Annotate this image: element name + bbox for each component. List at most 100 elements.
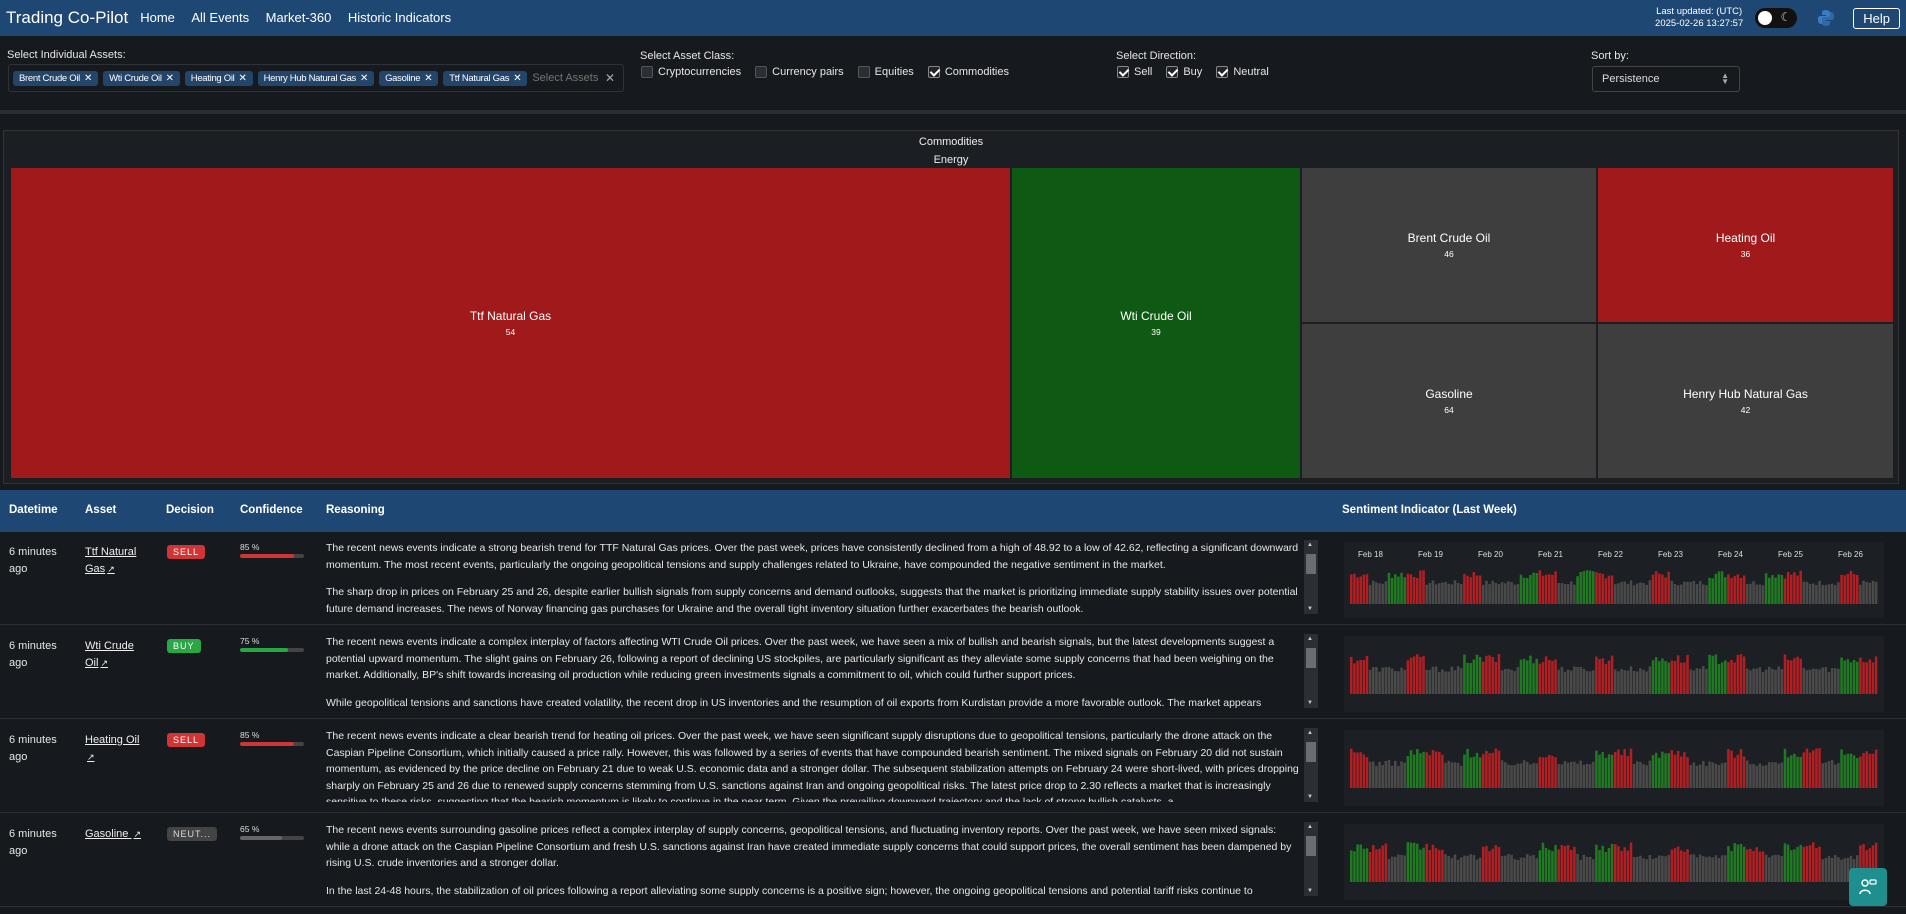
sort-select[interactable]: Persistence ▲ ▼	[1592, 66, 1740, 92]
nav-home[interactable]: Home	[140, 10, 175, 25]
checkbox-buy[interactable]: Buy	[1166, 66, 1202, 78]
reasoning-scrollbar[interactable]: ▲ ▼	[1304, 634, 1318, 708]
reasoning-text[interactable]: The recent news events indicate a strong…	[326, 540, 1302, 614]
checkbox-commodities[interactable]: Commodities	[927, 66, 1009, 78]
external-link-icon[interactable]: ↗	[100, 658, 108, 668]
asset-chip[interactable]: Brent Crude Oil ✕	[13, 70, 99, 86]
reasoning-scrollbar[interactable]: ▲ ▼	[1304, 540, 1318, 614]
remove-chip-icon[interactable]: ✕	[513, 72, 522, 84]
external-link-icon[interactable]: ↗	[87, 752, 95, 762]
checkbox-box[interactable]	[755, 66, 768, 78]
scroll-thumb[interactable]	[1306, 836, 1316, 856]
checkbox-box[interactable]	[1166, 66, 1179, 78]
external-link-icon[interactable]: ↗	[107, 564, 115, 574]
checkbox-box[interactable]	[857, 66, 870, 78]
sentiment-bar	[1566, 762, 1570, 788]
reasoning-text[interactable]: The recent news events indicate a clear …	[326, 728, 1302, 802]
row-asset-link[interactable]: Ttf Natural Gas ↗	[85, 544, 143, 578]
scroll-down-icon[interactable]: ▼	[1307, 794, 1313, 800]
external-link-icon[interactable]: ↗	[133, 829, 142, 839]
sentiment-bar	[1733, 576, 1736, 604]
th-asset[interactable]: Asset	[85, 504, 117, 516]
row-asset-link[interactable]: Gasoline ↗	[85, 826, 143, 843]
sentiment-bar	[1500, 582, 1504, 604]
sentiment-bar	[1544, 757, 1548, 788]
checkbox-box[interactable]	[927, 66, 940, 78]
sentiment-bar	[1680, 850, 1683, 882]
th-sentiment[interactable]: Sentiment Indicator (Last Week)	[1342, 504, 1517, 516]
scroll-down-icon[interactable]: ▼	[1307, 888, 1313, 894]
sentiment-bar	[1491, 848, 1494, 882]
clear-all-icon[interactable]: ✕	[604, 71, 615, 85]
remove-chip-icon[interactable]: ✕	[238, 72, 247, 84]
reasoning-text[interactable]: The recent news events surrounding gasol…	[326, 822, 1302, 896]
reasoning-scrollbar[interactable]: ▲ ▼	[1304, 822, 1318, 896]
sentiment-bar	[1821, 667, 1824, 694]
sentiment-bar	[1403, 577, 1406, 604]
th-decision[interactable]: Decision	[166, 504, 214, 516]
th-datetime[interactable]: Datetime	[9, 504, 58, 516]
reasoning-scrollbar[interactable]: ▲ ▼	[1304, 728, 1318, 802]
th-confidence[interactable]: Confidence	[240, 504, 303, 516]
scroll-up-icon[interactable]: ▲	[1307, 824, 1313, 830]
sentiment-bar	[1667, 854, 1670, 882]
remove-chip-icon[interactable]: ✕	[424, 72, 433, 84]
remove-chip-icon[interactable]: ✕	[165, 72, 174, 84]
asset-chip[interactable]: Wti Crude Oil ✕	[103, 70, 180, 86]
nav-historic-indicators[interactable]: Historic Indicators	[347, 10, 452, 25]
scroll-up-icon[interactable]: ▲	[1307, 542, 1313, 548]
scroll-thumb[interactable]	[1306, 742, 1316, 762]
help-button[interactable]: Help	[1853, 7, 1900, 29]
treemap-group-label[interactable]: Energy	[933, 154, 969, 166]
asset-multiselect[interactable]: Brent Crude Oil ✕ Wti Crude Oil ✕ Heating …	[8, 64, 624, 92]
tile-wti-crude-oil[interactable]: Wti Crude Oil 39	[1012, 168, 1300, 478]
app-title[interactable]: Trading Co-Pilot	[6, 8, 129, 27]
tile-heating-oil[interactable]: Heating Oil 36	[1598, 168, 1893, 322]
nav-market-360[interactable]: Market-360	[265, 10, 332, 25]
scroll-thumb[interactable]	[1306, 648, 1316, 668]
scroll-thumb[interactable]	[1306, 554, 1316, 574]
scroll-down-icon[interactable]: ▼	[1307, 700, 1313, 706]
checkbox-neutral[interactable]: Neutral	[1216, 66, 1269, 78]
checkbox-box[interactable]	[1216, 66, 1229, 78]
reasoning-text[interactable]: The recent news events indicate a comple…	[326, 634, 1302, 708]
sentiment-bar	[1387, 760, 1391, 788]
checkbox-box[interactable]	[1117, 66, 1129, 78]
sentiment-bar	[1768, 577, 1771, 604]
asset-search-input[interactable]	[532, 72, 617, 84]
scroll-up-icon[interactable]: ▲	[1307, 730, 1313, 736]
tile-henry-hub-natural-gas[interactable]: Henry Hub Natural Gas 42	[1598, 324, 1893, 478]
sentiment-bar	[1482, 584, 1485, 604]
treemap-root-label[interactable]: Commodities	[918, 136, 984, 148]
sentiment-bar	[1824, 584, 1828, 604]
asset-chip[interactable]: Gasoline ✕	[379, 70, 439, 86]
checkbox-sell[interactable]: Sell	[1117, 66, 1152, 78]
asset-chip[interactable]: Heating Oil ✕	[184, 70, 253, 86]
tile-ttf-natural-gas[interactable]: Ttf Natural Gas 54	[11, 168, 1010, 478]
asset-chip[interactable]: Ttf Natural Gas ✕	[443, 70, 528, 86]
sentiment-bar	[1670, 849, 1674, 882]
tile-gasoline[interactable]: Gasoline 64	[1302, 324, 1596, 478]
sentiment-bar	[1868, 582, 1872, 604]
scroll-down-icon[interactable]: ▼	[1307, 606, 1313, 612]
sentiment-bar	[1768, 666, 1771, 694]
sentiment-bar	[1610, 655, 1614, 694]
checkbox-currency-pairs[interactable]: Currency pairs	[755, 66, 844, 78]
scroll-up-icon[interactable]: ▲	[1307, 636, 1313, 642]
asset-chip[interactable]: Henry Hub Natural Gas ✕	[257, 70, 375, 86]
row-asset-link[interactable]: Heating Oil ↗	[85, 732, 143, 766]
theme-toggle[interactable]: ☾	[1755, 8, 1798, 28]
sentiment-bar	[1658, 573, 1661, 604]
row-asset-link[interactable]: Wti Crude Oil ↗	[85, 638, 143, 672]
tile-brent-crude-oil[interactable]: Brent Crude Oil 46	[1302, 168, 1596, 322]
checkbox-equities[interactable]: Equities	[857, 66, 914, 78]
confidence-label: 85 %	[240, 542, 260, 552]
checkbox-box[interactable]	[641, 66, 653, 78]
remove-chip-icon[interactable]: ✕	[83, 72, 93, 84]
remove-chip-icon[interactable]: ✕	[360, 72, 369, 84]
chat-assistant-button[interactable]	[1849, 868, 1887, 906]
nav-all-events[interactable]: All Events	[191, 10, 250, 25]
confidence-label: 65 %	[240, 824, 260, 834]
checkbox-cryptocurrencies[interactable]: Cryptocurrencies	[641, 66, 741, 78]
th-reasoning[interactable]: Reasoning	[326, 504, 385, 516]
